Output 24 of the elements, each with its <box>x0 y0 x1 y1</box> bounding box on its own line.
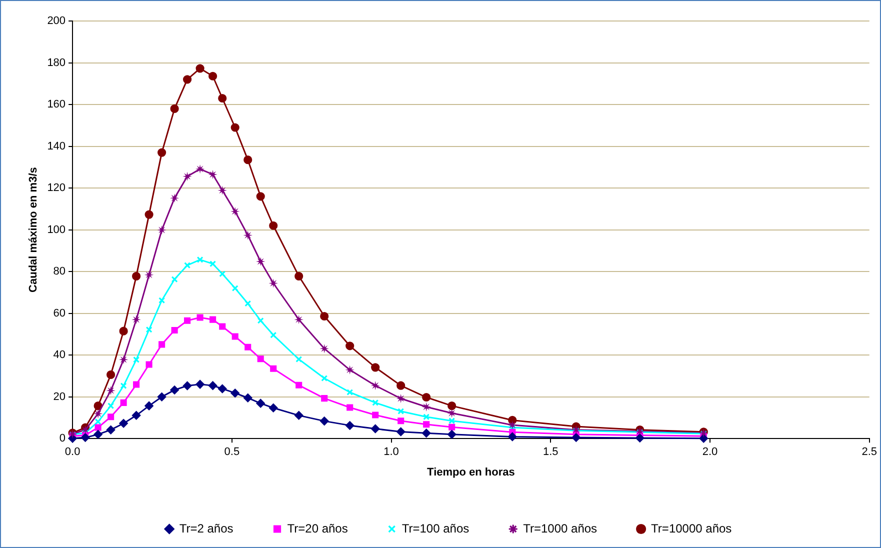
y-tick-label: 100 <box>47 224 66 236</box>
y-tick-label: 20 <box>53 390 66 403</box>
y-tick-label: 80 <box>53 266 66 278</box>
y-tick-label: 40 <box>53 349 66 362</box>
y-tick-label: 180 <box>47 56 66 69</box>
y-tick-label: 140 <box>47 140 66 152</box>
x-tick-label: 2.0 <box>702 446 718 458</box>
legend-label: Tr=10000 años <box>651 521 732 536</box>
legend-label: Tr=20 años <box>287 521 348 536</box>
legend-label: Tr=2 años <box>179 521 234 536</box>
x-tick-label: 1.0 <box>384 446 399 458</box>
y-tick-label: 0 <box>59 432 66 445</box>
x-tick-label: 0.0 <box>64 446 80 458</box>
y-tick-label: 120 <box>47 182 66 194</box>
y-tick-label: 60 <box>53 307 66 320</box>
legend-label: Tr=1000 años <box>523 521 598 536</box>
x-tick-label: 2.5 <box>862 446 878 458</box>
y-tick-label: 200 <box>47 15 66 28</box>
x-tick-label: 1.5 <box>542 446 558 458</box>
y-tick-label: 160 <box>47 98 66 111</box>
x-axis-title: Tiempo en horas <box>427 466 515 478</box>
y-axis-title: Caudal máximo en m3/s <box>28 167 40 292</box>
x-tick-label: 0.5 <box>224 446 240 458</box>
legend-label: Tr=100 años <box>402 521 470 536</box>
